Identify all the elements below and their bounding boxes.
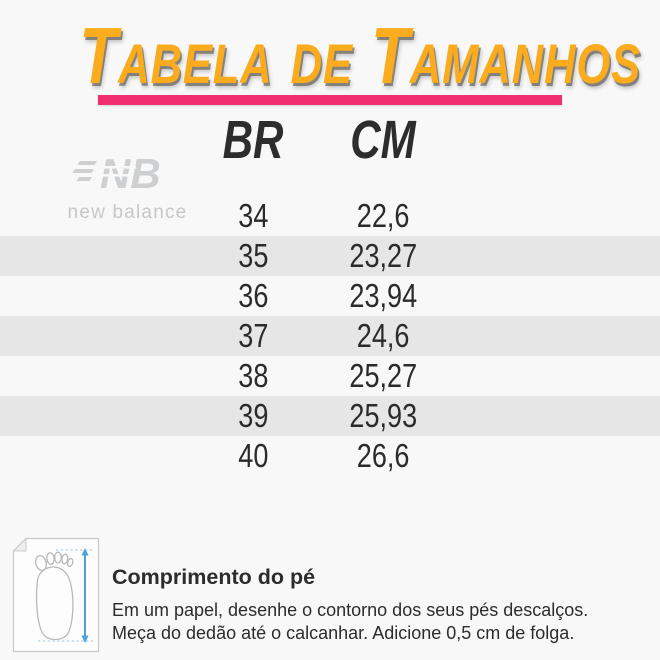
- br-size-cell: 36: [237, 277, 269, 314]
- size-table: 34 22,6 35 23,27 36 23,94 37 24,6 38 25,…: [0, 196, 660, 476]
- accent-divider-bar: [98, 95, 562, 105]
- cm-length-cell: 23,94: [349, 277, 417, 314]
- page-title: Tabela de Tamanhos: [0, 10, 660, 102]
- br-size-cell: 35: [237, 237, 269, 274]
- cm-length-cell: 26,6: [356, 437, 410, 474]
- br-size-cell: 37: [237, 317, 269, 354]
- table-row: 38 25,27: [0, 356, 660, 396]
- cm-length-cell: 22,6: [356, 197, 410, 234]
- page-title-text: Tabela de Tamanhos: [79, 11, 641, 100]
- svg-text:NB: NB: [100, 150, 161, 196]
- table-column-headers: BR CM: [188, 110, 448, 170]
- cm-length-cell: 25,93: [349, 397, 417, 434]
- column-header-br: BR: [222, 110, 284, 170]
- instructions-heading: Comprimento do pé: [112, 565, 316, 589]
- instructions-line-1: Em um papel, desenhe o contorno dos seus…: [112, 600, 589, 620]
- brand-block: NB new balance: [55, 150, 200, 224]
- table-row: 39 25,93: [0, 396, 660, 436]
- table-row: 34 22,6: [0, 196, 660, 236]
- cm-length-cell: 25,27: [349, 357, 417, 394]
- table-row: 37 24,6: [0, 316, 660, 356]
- br-size-cell: 39: [237, 397, 269, 434]
- instructions-line-2: Meça do dedão até o calcanhar. Adicione …: [112, 623, 575, 644]
- column-header-cm: CM: [350, 110, 416, 170]
- br-size-cell: 38: [237, 357, 269, 394]
- table-row: 35 23,27: [0, 236, 660, 276]
- cm-length-cell: 24,6: [356, 317, 410, 354]
- foot-measure-icon: [12, 537, 100, 653]
- new-balance-logo-icon: NB: [62, 150, 194, 200]
- table-row: 40 26,6: [0, 436, 660, 476]
- cm-length-cell: 23,27: [349, 237, 417, 274]
- table-row: 36 23,94: [0, 276, 660, 316]
- br-size-cell: 40: [237, 437, 269, 474]
- measuring-instructions: Comprimento do pé Em um papel, desenhe o…: [112, 565, 657, 645]
- brand-name: new balance: [67, 202, 188, 223]
- br-size-cell: 34: [237, 197, 269, 234]
